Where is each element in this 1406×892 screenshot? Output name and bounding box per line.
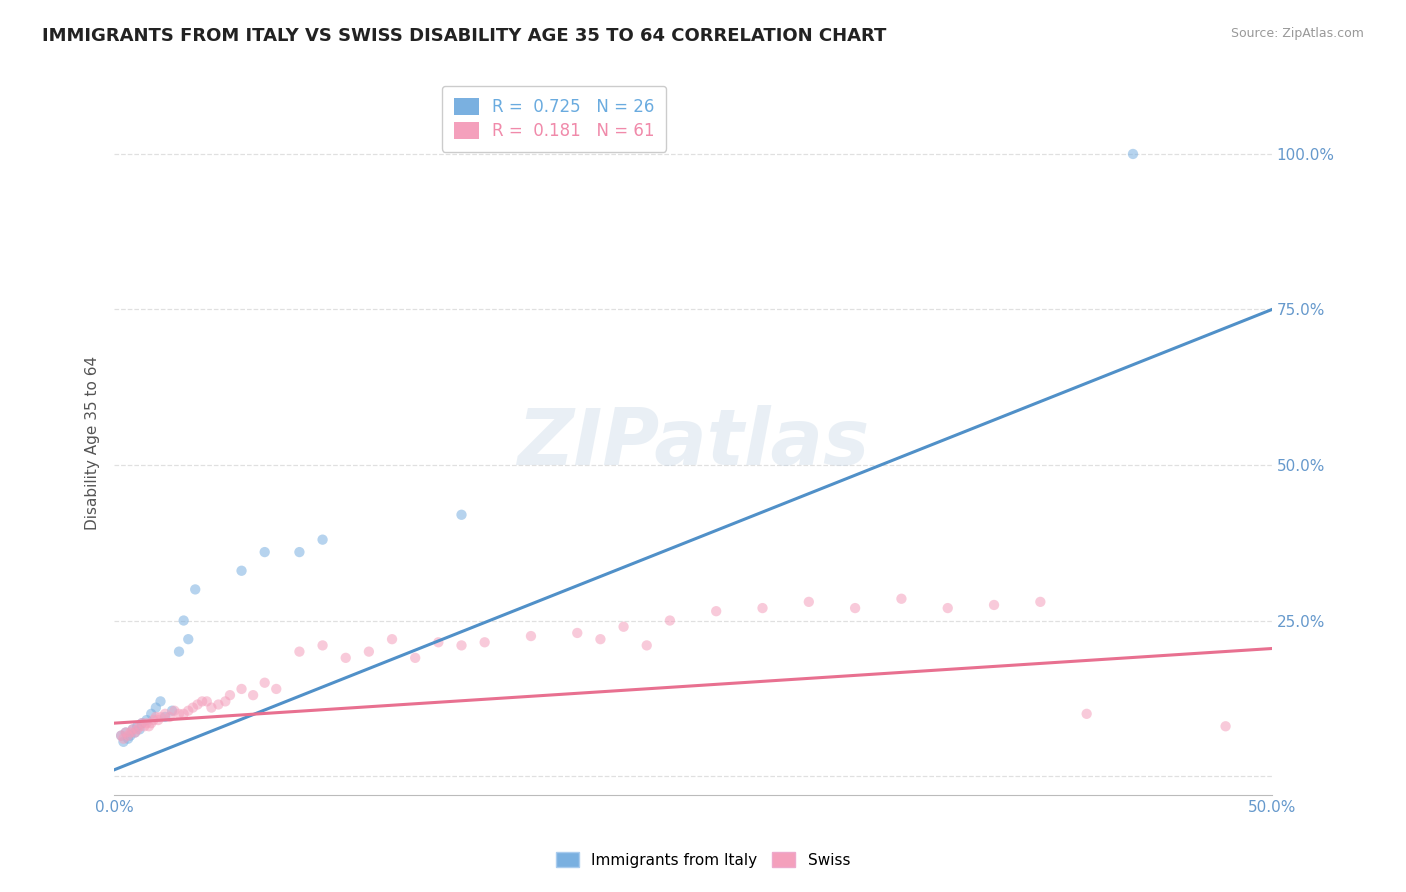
Point — [131, 716, 153, 731]
Legend: Immigrants from Italy, Swiss: Immigrants from Italy, Swiss — [548, 844, 858, 875]
Point — [311, 533, 333, 547]
Point — [128, 723, 150, 737]
Text: ZIPatlas: ZIPatlas — [517, 405, 869, 481]
Point — [117, 729, 139, 743]
Point — [138, 719, 160, 733]
Point — [149, 694, 172, 708]
Point — [159, 710, 181, 724]
Point — [131, 716, 153, 731]
Point — [200, 700, 222, 714]
Point — [311, 639, 333, 653]
Point — [124, 725, 146, 739]
Point — [613, 620, 636, 634]
Point — [404, 650, 426, 665]
Point — [120, 729, 142, 743]
Point — [181, 700, 204, 714]
Point — [231, 564, 253, 578]
Point — [1215, 719, 1237, 733]
Point — [890, 591, 912, 606]
Point — [936, 601, 959, 615]
Point — [173, 706, 195, 721]
Point — [207, 698, 229, 712]
Point — [1122, 147, 1144, 161]
Point — [450, 639, 472, 653]
Point — [253, 545, 276, 559]
Legend: R =  0.725   N = 26, R =  0.181   N = 61: R = 0.725 N = 26, R = 0.181 N = 61 — [441, 86, 666, 152]
Point — [381, 632, 404, 647]
Point — [427, 635, 450, 649]
Point — [135, 716, 157, 731]
Point — [1029, 595, 1052, 609]
Text: IMMIGRANTS FROM ITALY VS SWISS DISABILITY AGE 35 TO 64 CORRELATION CHART: IMMIGRANTS FROM ITALY VS SWISS DISABILIT… — [42, 27, 887, 45]
Point — [173, 614, 195, 628]
Point — [160, 704, 183, 718]
Point — [148, 713, 170, 727]
Point — [117, 731, 139, 746]
Point — [114, 725, 136, 739]
Point — [135, 713, 157, 727]
Point — [110, 729, 132, 743]
Point — [797, 595, 820, 609]
Point — [110, 729, 132, 743]
Point — [983, 598, 1005, 612]
Point — [191, 694, 214, 708]
Y-axis label: Disability Age 35 to 64: Disability Age 35 to 64 — [86, 356, 100, 530]
Point — [288, 545, 311, 559]
Point — [253, 675, 276, 690]
Point — [195, 694, 218, 708]
Point — [242, 688, 264, 702]
Point — [589, 632, 612, 647]
Point — [145, 710, 167, 724]
Point — [219, 688, 242, 702]
Point — [153, 706, 176, 721]
Point — [357, 645, 380, 659]
Point — [450, 508, 472, 522]
Point — [335, 650, 357, 665]
Point — [704, 604, 727, 618]
Point — [844, 601, 866, 615]
Point — [636, 639, 658, 653]
Point — [120, 725, 142, 739]
Point — [149, 710, 172, 724]
Point — [658, 614, 681, 628]
Point — [1076, 706, 1098, 721]
Point — [127, 719, 149, 733]
Point — [145, 700, 167, 714]
Point — [187, 698, 209, 712]
Point — [177, 632, 200, 647]
Point — [167, 645, 190, 659]
Point — [520, 629, 543, 643]
Point — [112, 735, 135, 749]
Point — [141, 706, 163, 721]
Point — [142, 713, 165, 727]
Point — [128, 719, 150, 733]
Point — [121, 723, 143, 737]
Point — [214, 694, 236, 708]
Point — [141, 716, 163, 731]
Text: Source: ZipAtlas.com: Source: ZipAtlas.com — [1230, 27, 1364, 40]
Point — [264, 681, 287, 696]
Point — [567, 626, 589, 640]
Point — [231, 681, 253, 696]
Point — [167, 706, 190, 721]
Point — [127, 723, 149, 737]
Point — [288, 645, 311, 659]
Point — [153, 710, 176, 724]
Point — [163, 704, 186, 718]
Point — [124, 725, 146, 739]
Point — [177, 704, 200, 718]
Point — [134, 719, 156, 733]
Point — [474, 635, 496, 649]
Point — [751, 601, 773, 615]
Point — [112, 731, 135, 746]
Point — [114, 725, 136, 739]
Point — [121, 723, 143, 737]
Point — [184, 582, 207, 597]
